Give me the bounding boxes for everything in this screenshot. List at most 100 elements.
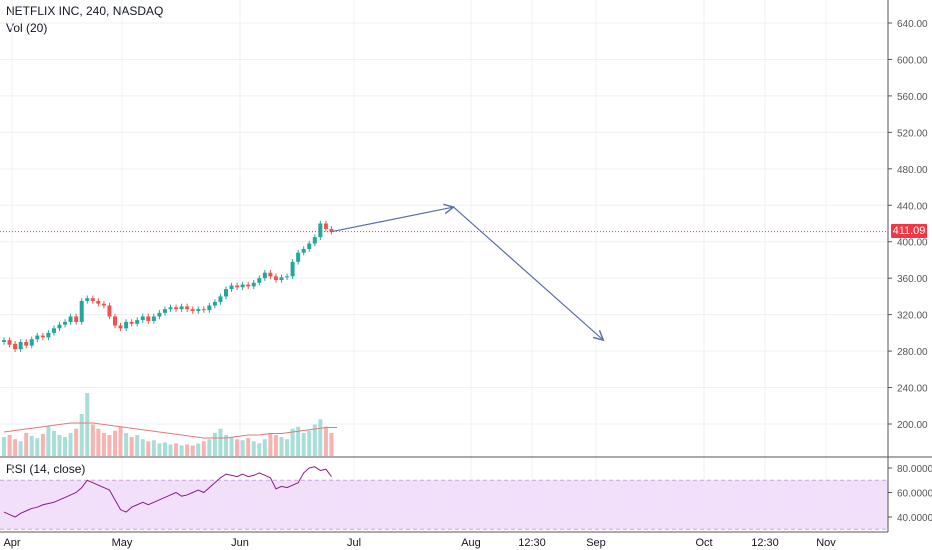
price-tick-label: 600.00 xyxy=(897,55,928,66)
price-tick-label: 480.00 xyxy=(897,165,928,176)
volume-bar xyxy=(229,437,234,456)
candle-body xyxy=(63,321,68,325)
volume-bar xyxy=(68,432,73,456)
time-tick-label: Jun xyxy=(231,537,249,549)
volume-bar xyxy=(273,435,278,456)
volume-bar xyxy=(201,441,206,456)
candle-body xyxy=(79,300,84,322)
candle-body xyxy=(140,316,145,321)
volume-bar xyxy=(35,438,40,456)
candle-body xyxy=(46,332,51,338)
time-tick-label: Oct xyxy=(695,537,712,549)
candle-body xyxy=(262,272,267,279)
candle-body xyxy=(207,305,212,311)
volume-bar xyxy=(118,426,123,456)
volume-bar xyxy=(262,439,267,456)
volume-bar xyxy=(129,437,134,456)
candle-body xyxy=(323,223,328,229)
candle-body xyxy=(124,321,129,329)
volume-bar xyxy=(135,435,140,456)
time-tick-label: 12:30 xyxy=(518,537,546,549)
candle-body xyxy=(279,277,284,281)
time-tick-label: 12:30 xyxy=(751,537,779,549)
candlesticks xyxy=(2,220,334,353)
candle-body xyxy=(51,328,56,333)
volume-bar xyxy=(296,426,301,456)
time-tick-label: May xyxy=(112,537,133,549)
volume-bar xyxy=(85,393,90,456)
volume-bar xyxy=(7,435,12,456)
candle-body xyxy=(329,228,334,232)
candle-body xyxy=(40,335,45,338)
rsi-label: RSI (14, close) xyxy=(6,462,86,476)
candle-body xyxy=(201,309,206,311)
volume-bar xyxy=(24,432,29,456)
time-tick-label: Jul xyxy=(347,537,361,549)
candle-body xyxy=(118,325,123,329)
candle-body xyxy=(301,249,306,253)
volume-bar xyxy=(218,428,223,456)
volume-ma-line xyxy=(3,422,337,439)
candle-body xyxy=(257,278,262,283)
volume-bar xyxy=(63,437,68,456)
volume-bar xyxy=(279,437,284,456)
candle-body xyxy=(268,272,273,277)
volume-bar xyxy=(301,432,306,456)
volume-bar xyxy=(224,435,228,456)
candle-body xyxy=(101,303,106,306)
volume-bar xyxy=(251,441,256,456)
rsi-tick-label: 40.0000 xyxy=(897,513,932,524)
volume-bar xyxy=(124,432,129,456)
candle-body xyxy=(68,316,73,322)
candle-body xyxy=(229,285,234,290)
candle-body xyxy=(151,316,156,322)
candle-body xyxy=(2,340,6,342)
volume-label: Vol (20) xyxy=(6,21,48,35)
volume-bar xyxy=(179,445,184,456)
volume-bar xyxy=(140,439,145,456)
candle-body xyxy=(146,316,151,322)
candle-body xyxy=(29,339,34,346)
candle-body xyxy=(24,341,29,346)
projection-arrow xyxy=(331,207,453,233)
volume-bar xyxy=(285,439,290,456)
candle-body xyxy=(174,307,179,310)
candle-body xyxy=(85,298,90,301)
volume-bar xyxy=(329,432,334,456)
volume-bar xyxy=(101,432,106,456)
price-tick-label: 200.00 xyxy=(897,420,928,431)
time-tick-label: Apr xyxy=(3,537,20,549)
volume-bar xyxy=(240,440,245,456)
volume-bar xyxy=(57,435,62,456)
last-price-tag: 411.09 xyxy=(891,224,927,238)
candle-body xyxy=(290,261,295,277)
candle-body xyxy=(296,252,301,262)
candle-body xyxy=(218,296,223,302)
rsi-tick-label: 60.0000 xyxy=(897,489,932,500)
volume-bar xyxy=(146,441,151,456)
candle-body xyxy=(179,306,184,310)
candle-body xyxy=(162,309,167,313)
rsi-tick-label: 80.0000 xyxy=(897,464,932,475)
candle-body xyxy=(318,223,323,238)
price-tick-label: 520.00 xyxy=(897,128,928,139)
time-tick-label: Aug xyxy=(461,537,481,549)
candle-body xyxy=(246,284,251,287)
volume-bar xyxy=(151,440,156,456)
volume-bar xyxy=(196,443,201,456)
volume-bar xyxy=(318,419,323,456)
candle-body xyxy=(224,289,228,297)
price-tick-label: 440.00 xyxy=(897,201,928,212)
candle-body xyxy=(18,341,23,350)
volume-bar xyxy=(312,424,317,456)
candle-body xyxy=(35,335,40,340)
candle-body xyxy=(196,309,201,311)
candle-body xyxy=(168,307,173,310)
candle-body xyxy=(212,301,217,306)
price-tick-label: 560.00 xyxy=(897,92,928,103)
time-tick-label: Sep xyxy=(586,537,606,549)
candle-body xyxy=(307,243,312,250)
volume-bar xyxy=(246,438,251,456)
